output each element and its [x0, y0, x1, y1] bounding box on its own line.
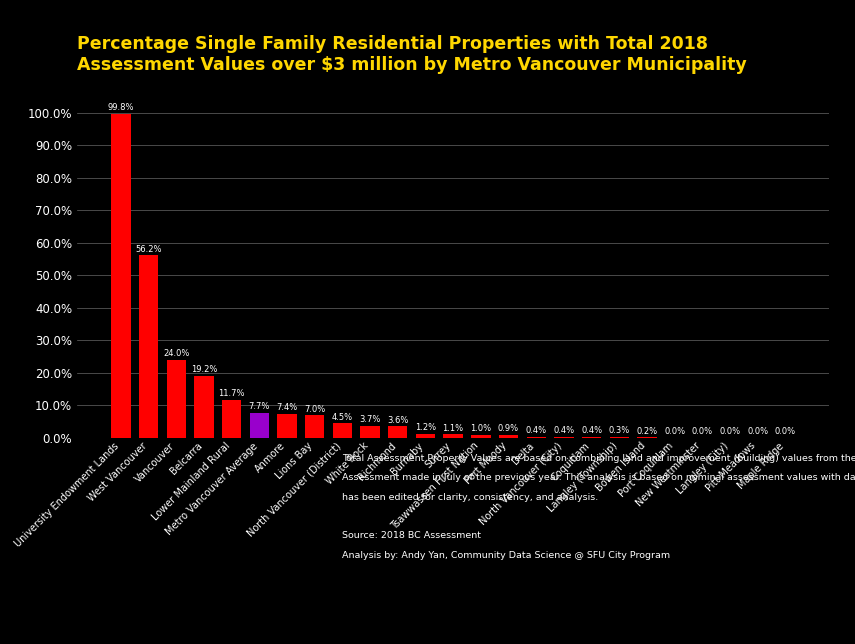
Text: Assessment made in July of the previous year. This analysis is based on nominal : Assessment made in July of the previous … [342, 473, 855, 482]
Text: Source: 2018 BC Assessment: Source: 2018 BC Assessment [342, 531, 481, 540]
Text: Total Assessment Property Values are based on combining land and improvement (bu: Total Assessment Property Values are bas… [342, 454, 855, 463]
Text: 99.8%: 99.8% [108, 103, 134, 112]
Text: 0.4%: 0.4% [526, 426, 547, 435]
Bar [111, 113, 131, 438]
Text: 0.9%: 0.9% [498, 424, 519, 433]
Text: has been edited for clarity, consistency, and analysis.: has been edited for clarity, consistency… [342, 493, 598, 502]
Bar [416, 434, 435, 438]
Bar [610, 437, 629, 438]
Bar [250, 413, 269, 438]
Text: 11.7%: 11.7% [218, 389, 245, 398]
Bar [305, 415, 324, 438]
Text: 0.0%: 0.0% [747, 428, 769, 436]
Bar [333, 423, 352, 438]
Bar [388, 426, 408, 438]
Text: 19.2%: 19.2% [191, 365, 217, 374]
Bar [554, 437, 574, 438]
Text: 0.0%: 0.0% [720, 428, 740, 436]
Bar [222, 400, 241, 438]
Text: Analysis by: Andy Yan, Community Data Science @ SFU City Program: Analysis by: Andy Yan, Community Data Sc… [342, 551, 670, 560]
Text: 0.0%: 0.0% [664, 428, 685, 436]
Text: 56.2%: 56.2% [135, 245, 162, 254]
Bar [277, 414, 297, 438]
Bar [139, 255, 158, 438]
Bar [360, 426, 380, 438]
Bar [167, 360, 186, 438]
Text: 3.6%: 3.6% [387, 415, 409, 424]
Bar [194, 375, 214, 438]
Bar [582, 437, 601, 438]
Text: 0.0%: 0.0% [775, 428, 796, 436]
Text: 7.4%: 7.4% [276, 403, 298, 412]
Text: 0.0%: 0.0% [692, 428, 713, 436]
Text: 7.0%: 7.0% [304, 404, 325, 413]
Text: 0.2%: 0.2% [636, 426, 657, 435]
Text: 4.5%: 4.5% [332, 413, 353, 422]
Text: 7.7%: 7.7% [249, 402, 270, 412]
Text: 1.1%: 1.1% [443, 424, 463, 433]
Text: 0.3%: 0.3% [609, 426, 630, 435]
Bar [637, 437, 657, 438]
Text: Percentage Single Family Residential Properties with Total 2018
Assessment Value: Percentage Single Family Residential Pro… [77, 35, 746, 74]
Text: 0.4%: 0.4% [581, 426, 602, 435]
Bar [444, 434, 463, 438]
Text: 1.0%: 1.0% [470, 424, 492, 433]
Text: 24.0%: 24.0% [163, 349, 190, 358]
Bar [498, 435, 518, 438]
Text: 1.2%: 1.2% [415, 423, 436, 432]
Text: 3.7%: 3.7% [359, 415, 380, 424]
Bar [471, 435, 491, 438]
Text: 0.4%: 0.4% [553, 426, 575, 435]
Bar [527, 437, 546, 438]
